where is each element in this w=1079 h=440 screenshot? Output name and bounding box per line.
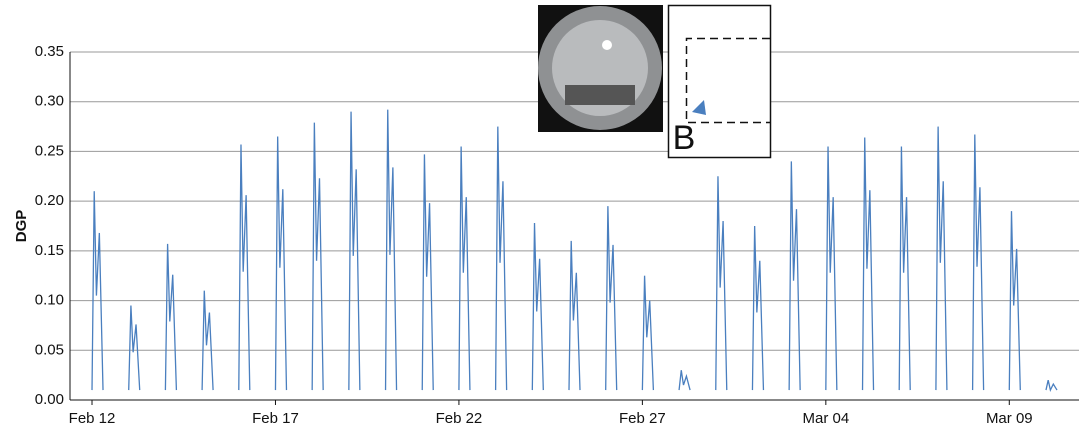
view-marker xyxy=(692,100,706,115)
fisheye-floor xyxy=(565,85,635,105)
x-tick-label: Feb 22 xyxy=(436,410,483,427)
y-tick-label: 0.00 xyxy=(35,391,64,408)
inset-photo xyxy=(538,5,663,132)
x-tick-label: Mar 04 xyxy=(802,410,849,427)
x-tick-label: Feb 27 xyxy=(619,410,666,427)
diagram-frame xyxy=(667,4,772,159)
y-tick-label: 0.05 xyxy=(35,341,64,358)
y-tick-label: 0.35 xyxy=(35,43,64,60)
panel-letter: B xyxy=(673,119,696,157)
dashed-region xyxy=(685,37,770,124)
y-tick-label: 0.10 xyxy=(35,292,64,309)
x-tick-label: Feb 12 xyxy=(69,410,116,427)
x-tick-label: Feb 17 xyxy=(252,410,299,427)
x-tick-label: Mar 09 xyxy=(986,410,1033,427)
plot-area: 0.00 0.05 0.10 0.15 0.20 0.25 0.30 0.35 Feb 12 Fe… xyxy=(35,43,1079,427)
inset-diagram: B xyxy=(667,4,772,159)
fisheye-light xyxy=(602,40,612,50)
y-axis-label: DGP xyxy=(13,210,30,243)
y-tick-label: 0.15 xyxy=(35,242,64,259)
dgp-line xyxy=(91,109,1058,393)
y-tick-label: 0.30 xyxy=(35,93,64,110)
y-tick-label: 0.25 xyxy=(35,142,64,159)
y-tick-label: 0.20 xyxy=(35,192,64,209)
